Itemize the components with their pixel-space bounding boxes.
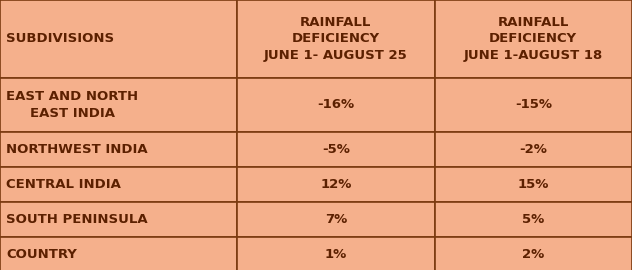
Text: EAST AND NORTH
EAST INDIA: EAST AND NORTH EAST INDIA <box>6 90 138 120</box>
Bar <box>0 167 237 202</box>
Text: SUBDIVISIONS: SUBDIVISIONS <box>6 32 114 46</box>
Bar <box>0 202 237 237</box>
Text: SOUTH PENINSULA: SOUTH PENINSULA <box>6 213 148 226</box>
Bar <box>0 78 237 132</box>
Text: -5%: -5% <box>322 143 349 156</box>
Text: RAINFALL
DEFICIENCY
JUNE 1-AUGUST 18: RAINFALL DEFICIENCY JUNE 1-AUGUST 18 <box>464 16 603 62</box>
Text: 12%: 12% <box>320 178 351 191</box>
Text: -16%: -16% <box>317 99 355 112</box>
Bar <box>435 237 632 270</box>
Bar <box>237 0 435 78</box>
Text: 1%: 1% <box>325 248 347 261</box>
Text: 5%: 5% <box>522 213 544 226</box>
Text: 7%: 7% <box>325 213 347 226</box>
Bar <box>0 132 237 167</box>
Bar <box>435 167 632 202</box>
Bar <box>435 202 632 237</box>
Bar <box>435 78 632 132</box>
Bar <box>237 167 435 202</box>
Text: 2%: 2% <box>522 248 544 261</box>
Text: -15%: -15% <box>514 99 552 112</box>
Bar <box>435 132 632 167</box>
Text: RAINFALL
DEFICIENCY
JUNE 1- AUGUST 25: RAINFALL DEFICIENCY JUNE 1- AUGUST 25 <box>264 16 408 62</box>
Text: COUNTRY: COUNTRY <box>6 248 77 261</box>
Text: NORTHWEST INDIA: NORTHWEST INDIA <box>6 143 148 156</box>
Bar <box>0 237 237 270</box>
Bar <box>237 202 435 237</box>
Text: -2%: -2% <box>520 143 547 156</box>
Bar <box>237 237 435 270</box>
Text: 15%: 15% <box>518 178 549 191</box>
Bar <box>237 132 435 167</box>
Bar <box>435 0 632 78</box>
Text: CENTRAL INDIA: CENTRAL INDIA <box>6 178 121 191</box>
Bar <box>237 78 435 132</box>
Bar <box>0 0 237 78</box>
